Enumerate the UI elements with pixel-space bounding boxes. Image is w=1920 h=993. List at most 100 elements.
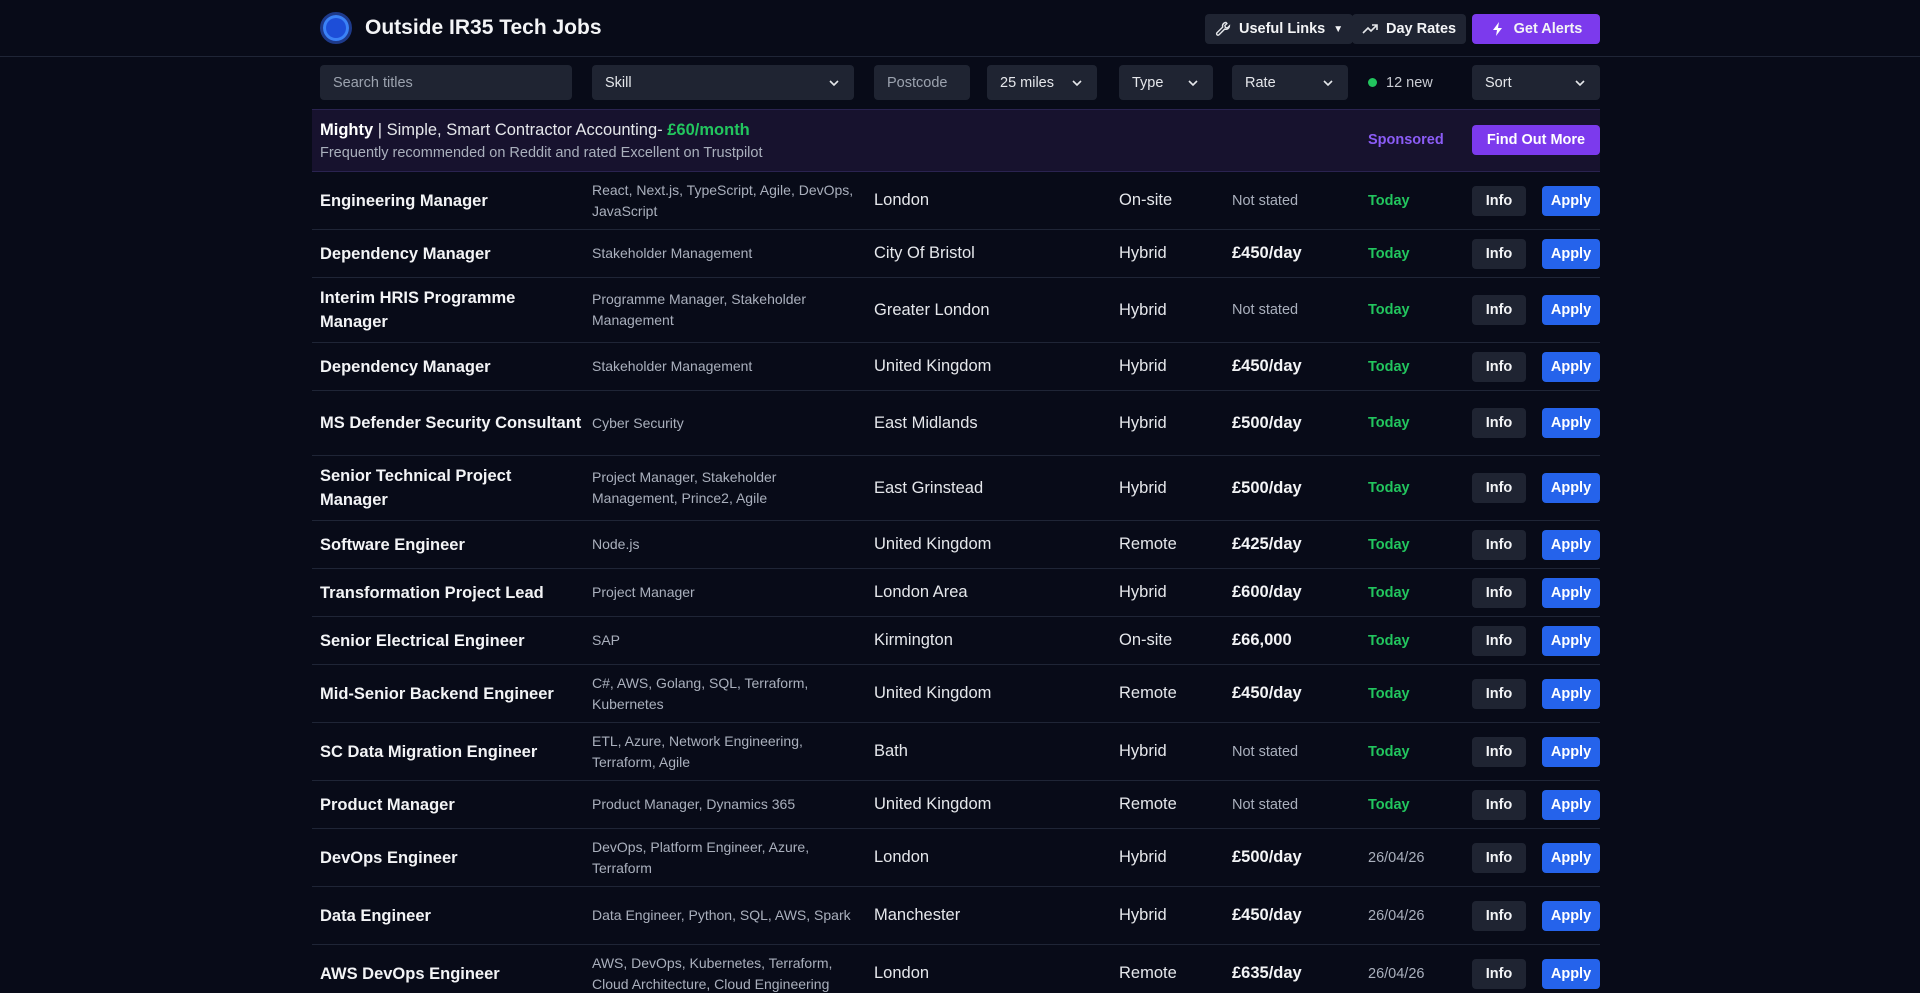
job-title[interactable]: Dependency Manager (320, 357, 491, 376)
useful-links-button[interactable]: Useful Links ▼ (1205, 14, 1354, 44)
job-skills: DevOps, Platform Engineer, Azure, Terraf… (592, 838, 810, 876)
apply-button[interactable]: Apply (1542, 958, 1600, 989)
info-button[interactable]: Info (1472, 958, 1526, 989)
search-field[interactable] (320, 65, 572, 100)
job-title[interactable]: Interim HRIS Programme Manager (320, 289, 516, 331)
job-title[interactable]: Mid-Senior Backend Engineer (320, 684, 554, 703)
get-alerts-button[interactable]: Get Alerts (1472, 14, 1600, 44)
trending-up-icon (1362, 24, 1378, 34)
apply-button[interactable]: Apply (1542, 238, 1600, 269)
info-button[interactable]: Info (1472, 351, 1526, 382)
job-title[interactable]: Product Manager (320, 795, 455, 814)
job-row[interactable]: Senior Electrical Engineer SAP Kirmington O… (312, 617, 1600, 665)
job-work-type: Remote (1119, 795, 1177, 813)
info-button[interactable]: Info (1472, 473, 1526, 503)
find-out-more-button[interactable]: Find Out More (1472, 125, 1600, 155)
apply-button[interactable]: Apply (1542, 351, 1600, 382)
job-row[interactable]: Dependency Manager Stakeholder Management… (312, 230, 1600, 278)
job-row[interactable]: AWS DevOps Engineer AWS, DevOps, Kubernet… (312, 945, 1600, 993)
job-skills: Project Manager (592, 584, 695, 600)
job-rate: Not stated (1232, 796, 1299, 813)
job-skills: React, Next.js, TypeScript, Agile, DevOp… (592, 181, 854, 219)
job-posted-date: Today (1368, 743, 1410, 760)
distance-select-value: 25 miles (1000, 74, 1054, 91)
info-button[interactable]: Info (1472, 408, 1526, 438)
search-input[interactable] (333, 74, 559, 91)
day-rates-button[interactable]: Day Rates (1352, 14, 1467, 44)
info-button[interactable]: Info (1472, 577, 1526, 608)
apply-button[interactable]: Apply (1542, 625, 1600, 656)
sponsor-headline: Mighty | Simple, Smart Contractor Accoun… (320, 121, 750, 140)
info-button[interactable]: Info (1472, 736, 1526, 767)
info-button[interactable]: Info (1472, 295, 1526, 325)
type-select[interactable]: Type (1119, 65, 1213, 100)
job-title[interactable]: SC Data Migration Engineer (320, 742, 538, 761)
postcode-input[interactable] (887, 74, 957, 91)
postcode-field[interactable] (874, 65, 970, 100)
job-title[interactable]: Data Engineer (320, 906, 431, 925)
info-button[interactable]: Info (1472, 185, 1526, 216)
job-row[interactable]: Dependency Manager Stakeholder Management… (312, 343, 1600, 391)
job-row[interactable]: Product Manager Product Manager, Dynamics… (312, 781, 1600, 829)
apply-button[interactable]: Apply (1542, 577, 1600, 608)
job-rate: £450/day (1232, 244, 1302, 262)
sort-select[interactable]: Sort (1472, 65, 1600, 100)
apply-button[interactable]: Apply (1542, 842, 1600, 873)
job-title[interactable]: Senior Electrical Engineer (320, 631, 525, 650)
info-button[interactable]: Info (1472, 678, 1526, 709)
new-jobs-indicator[interactable]: 12 new (1368, 65, 1433, 100)
job-title[interactable]: Engineering Manager (320, 191, 488, 210)
job-work-type: Hybrid (1119, 742, 1167, 760)
info-button[interactable]: Info (1472, 842, 1526, 873)
site-title[interactable]: Outside IR35 Tech Jobs (365, 16, 602, 39)
job-row[interactable]: MS Defender Security Consultant Cyber Sec… (312, 391, 1600, 456)
job-posted-date: Today (1368, 245, 1410, 262)
job-title[interactable]: MS Defender Security Consultant (320, 414, 582, 432)
job-list: Engineering Manager React, Next.js, TypeS… (312, 172, 1600, 993)
job-row[interactable]: Engineering Manager React, Next.js, TypeS… (312, 172, 1600, 230)
job-location: London (874, 191, 930, 209)
job-title[interactable]: AWS DevOps Engineer (320, 964, 500, 983)
job-title[interactable]: DevOps Engineer (320, 848, 458, 867)
job-rate: £635/day (1232, 964, 1302, 982)
job-row[interactable]: Interim HRIS Programme Manager Programme … (312, 278, 1600, 343)
job-rate: £500/day (1232, 413, 1302, 432)
job-row[interactable]: Senior Technical Project Manager Project … (312, 456, 1600, 521)
job-row[interactable]: DevOps Engineer DevOps, Platform Engineer… (312, 829, 1600, 887)
apply-button[interactable]: Apply (1542, 295, 1600, 325)
job-row[interactable]: Software Engineer Node.js United Kingdom Re… (312, 521, 1600, 569)
apply-button[interactable]: Apply (1542, 408, 1600, 438)
info-button[interactable]: Info (1472, 789, 1526, 820)
info-button[interactable]: Info (1472, 900, 1526, 931)
job-title[interactable]: Senior Technical Project Manager (320, 467, 512, 509)
rate-select-value: Rate (1245, 74, 1276, 91)
job-location: Manchester (874, 906, 961, 924)
logo-icon[interactable] (320, 12, 352, 44)
apply-button[interactable]: Apply (1542, 736, 1600, 767)
apply-button[interactable]: Apply (1542, 900, 1600, 931)
job-skills: Project Manager, Stakeholder Management,… (592, 469, 777, 506)
job-location: East Midlands (874, 413, 978, 432)
job-location: United Kingdom (874, 535, 992, 553)
info-button[interactable]: Info (1472, 625, 1526, 656)
skill-select[interactable]: Skill (592, 65, 854, 100)
apply-button[interactable]: Apply (1542, 529, 1600, 560)
apply-button[interactable]: Apply (1542, 185, 1600, 216)
lightning-icon (1492, 22, 1502, 36)
job-row[interactable]: Transformation Project Lead Project Manag… (312, 569, 1600, 617)
apply-button[interactable]: Apply (1542, 678, 1600, 709)
distance-select[interactable]: 25 miles (987, 65, 1097, 100)
job-row[interactable]: Data Engineer Data Engineer, Python, SQL,… (312, 887, 1600, 945)
chevron-down-icon (1188, 79, 1198, 86)
job-title[interactable]: Dependency Manager (320, 244, 491, 263)
apply-button[interactable]: Apply (1542, 473, 1600, 503)
job-work-type: Hybrid (1119, 906, 1167, 924)
info-button[interactable]: Info (1472, 238, 1526, 269)
job-row[interactable]: Mid-Senior Backend Engineer C#, AWS, Gola… (312, 665, 1600, 723)
job-title[interactable]: Transformation Project Lead (320, 583, 544, 602)
apply-button[interactable]: Apply (1542, 789, 1600, 820)
job-row[interactable]: SC Data Migration Engineer ETL, Azure, Ne… (312, 723, 1600, 781)
job-title[interactable]: Software Engineer (320, 535, 465, 554)
rate-select[interactable]: Rate (1232, 65, 1348, 100)
info-button[interactable]: Info (1472, 529, 1526, 560)
